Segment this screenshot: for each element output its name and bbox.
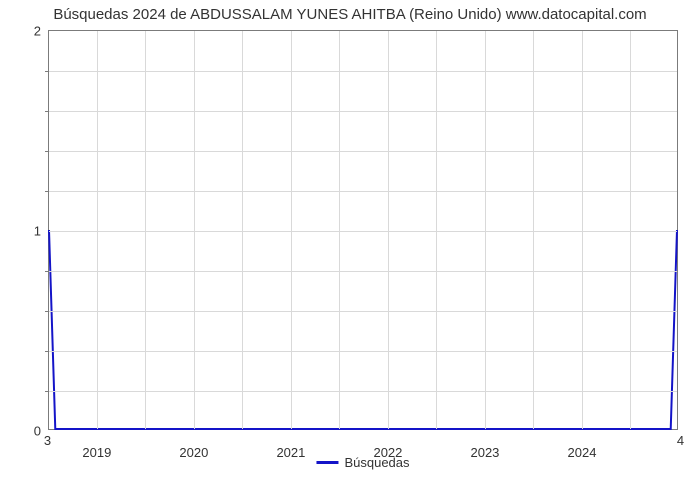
plot-area: Búsquedas 01234201920202021202220232024 <box>48 30 678 430</box>
grid-vertical <box>291 31 292 429</box>
grid-vertical <box>194 31 195 429</box>
x-tick-label-bottom: 2020 <box>179 445 208 460</box>
grid-horizontal-minor <box>49 191 677 192</box>
y-tick-label: 0 <box>34 424 41 439</box>
x-tick-label-top: 4 <box>677 433 684 448</box>
x-tick-label-bottom: 2023 <box>470 445 499 460</box>
grid-vertical <box>582 31 583 429</box>
grid-vertical <box>145 31 146 429</box>
grid-vertical <box>533 31 534 429</box>
grid-horizontal-minor <box>49 311 677 312</box>
grid-horizontal-minor <box>49 391 677 392</box>
grid-vertical <box>242 31 243 429</box>
grid-horizontal-minor <box>49 151 677 152</box>
grid-horizontal-minor <box>49 271 677 272</box>
x-tick-label-bottom: 2024 <box>568 445 597 460</box>
grid-horizontal <box>49 231 677 232</box>
chart-title: Búsquedas 2024 de ABDUSSALAM YUNES AHITB… <box>0 6 700 23</box>
grid-horizontal-minor <box>49 351 677 352</box>
grid-horizontal-minor <box>49 111 677 112</box>
legend-swatch <box>316 461 338 464</box>
x-tick-label-bottom: 2021 <box>276 445 305 460</box>
x-tick-label-bottom: 2022 <box>373 445 402 460</box>
chart-container: Búsquedas 2024 de ABDUSSALAM YUNES AHITB… <box>0 0 700 500</box>
grid-vertical <box>485 31 486 429</box>
grid-vertical <box>436 31 437 429</box>
grid-vertical <box>339 31 340 429</box>
y-tick-label: 2 <box>34 24 41 39</box>
grid-horizontal-minor <box>49 71 677 72</box>
grid-vertical <box>630 31 631 429</box>
x-tick-label-bottom: 2019 <box>82 445 111 460</box>
y-tick-label: 1 <box>34 224 41 239</box>
grid-vertical <box>97 31 98 429</box>
x-tick-label-top: 3 <box>44 433 51 448</box>
grid-vertical <box>388 31 389 429</box>
